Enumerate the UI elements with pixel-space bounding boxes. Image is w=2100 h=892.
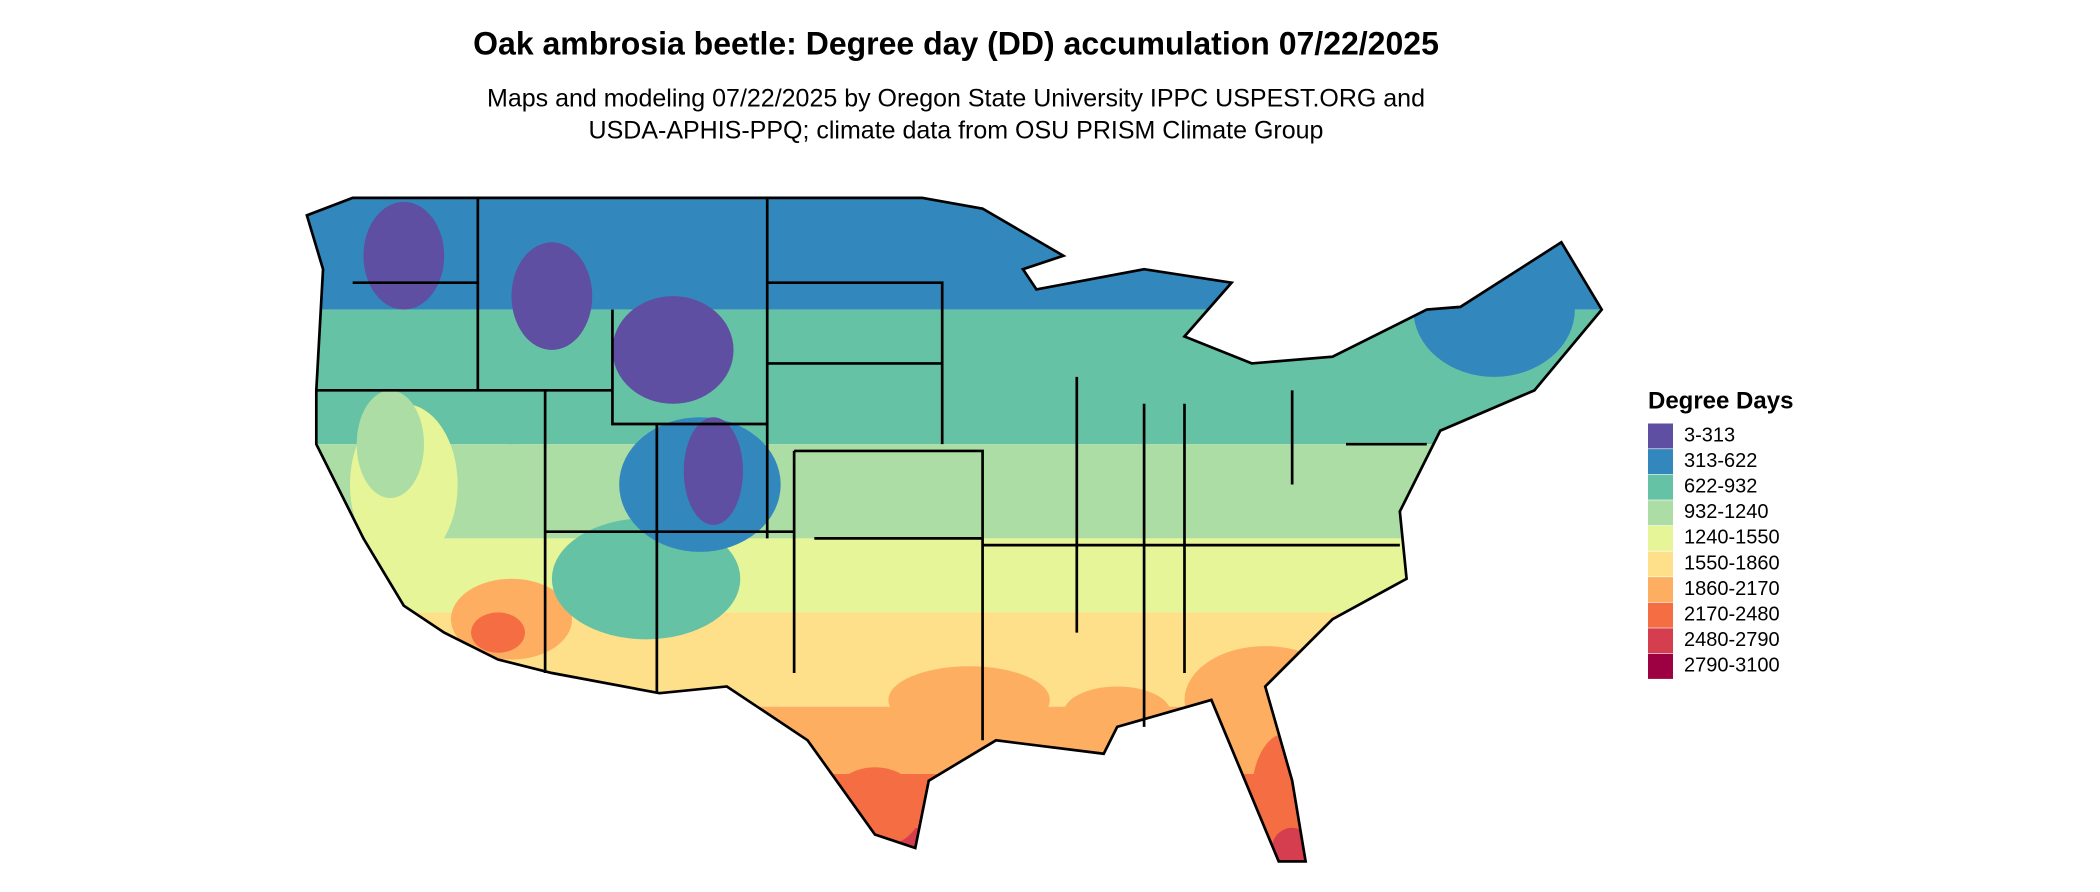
dd-band xyxy=(306,773,1602,828)
dd-zone xyxy=(1063,686,1172,741)
dd-zone xyxy=(612,296,734,404)
legend-swatch xyxy=(1648,628,1673,654)
legend-swatch xyxy=(1648,525,1673,551)
legend-label: 1240-1550 xyxy=(1684,527,1780,549)
legend-label: 313-622 xyxy=(1684,450,1757,472)
dd-zone xyxy=(683,417,743,525)
legend-label: 3-313 xyxy=(1684,424,1735,446)
legend-swatch xyxy=(1648,577,1673,603)
legend-swatch xyxy=(1648,653,1673,679)
dd-band xyxy=(306,197,1602,310)
dd-zone xyxy=(356,390,424,499)
legend-label: 2480-2790 xyxy=(1684,629,1780,651)
dd-zone xyxy=(471,612,525,653)
legend-swatch xyxy=(1648,500,1673,526)
legend: Degree Days 3-313 313-622 622-932 932-1240 1… xyxy=(1648,387,1793,679)
map-subtitle: Maps and modeling 07/22/2025 by Oregon S… xyxy=(487,85,1425,113)
legend-label: 2790-3100 xyxy=(1684,655,1780,677)
legend-swatch xyxy=(1648,449,1673,475)
legend-label: 1860-2170 xyxy=(1684,578,1780,600)
us-map xyxy=(305,196,1604,863)
legend-swatch xyxy=(1648,474,1673,500)
map-title: Oak ambrosia beetle: Degree day (DD) acc… xyxy=(473,25,1439,61)
dd-zone xyxy=(444,363,579,445)
dd-band xyxy=(306,827,1602,862)
map-subtitle: USDA-APHIS-PPQ; climate data from OSU PR… xyxy=(589,117,1324,145)
dd-zone xyxy=(511,242,593,350)
legend-swatch xyxy=(1648,551,1673,577)
dd-zone xyxy=(363,201,445,310)
legend-label: 622-932 xyxy=(1684,475,1757,497)
legend-title: Degree Days xyxy=(1648,387,1793,414)
legend-label: 2170-2480 xyxy=(1684,603,1780,625)
dd-band xyxy=(306,444,1602,539)
dd-zone xyxy=(1292,363,1454,445)
state-borders xyxy=(305,196,1604,863)
legend-label: 1550-1860 xyxy=(1684,552,1780,574)
dd-zone xyxy=(888,666,1050,734)
legend-swatch xyxy=(1648,423,1673,449)
legend-label: 932-1240 xyxy=(1684,501,1769,523)
legend-swatch xyxy=(1648,602,1673,628)
